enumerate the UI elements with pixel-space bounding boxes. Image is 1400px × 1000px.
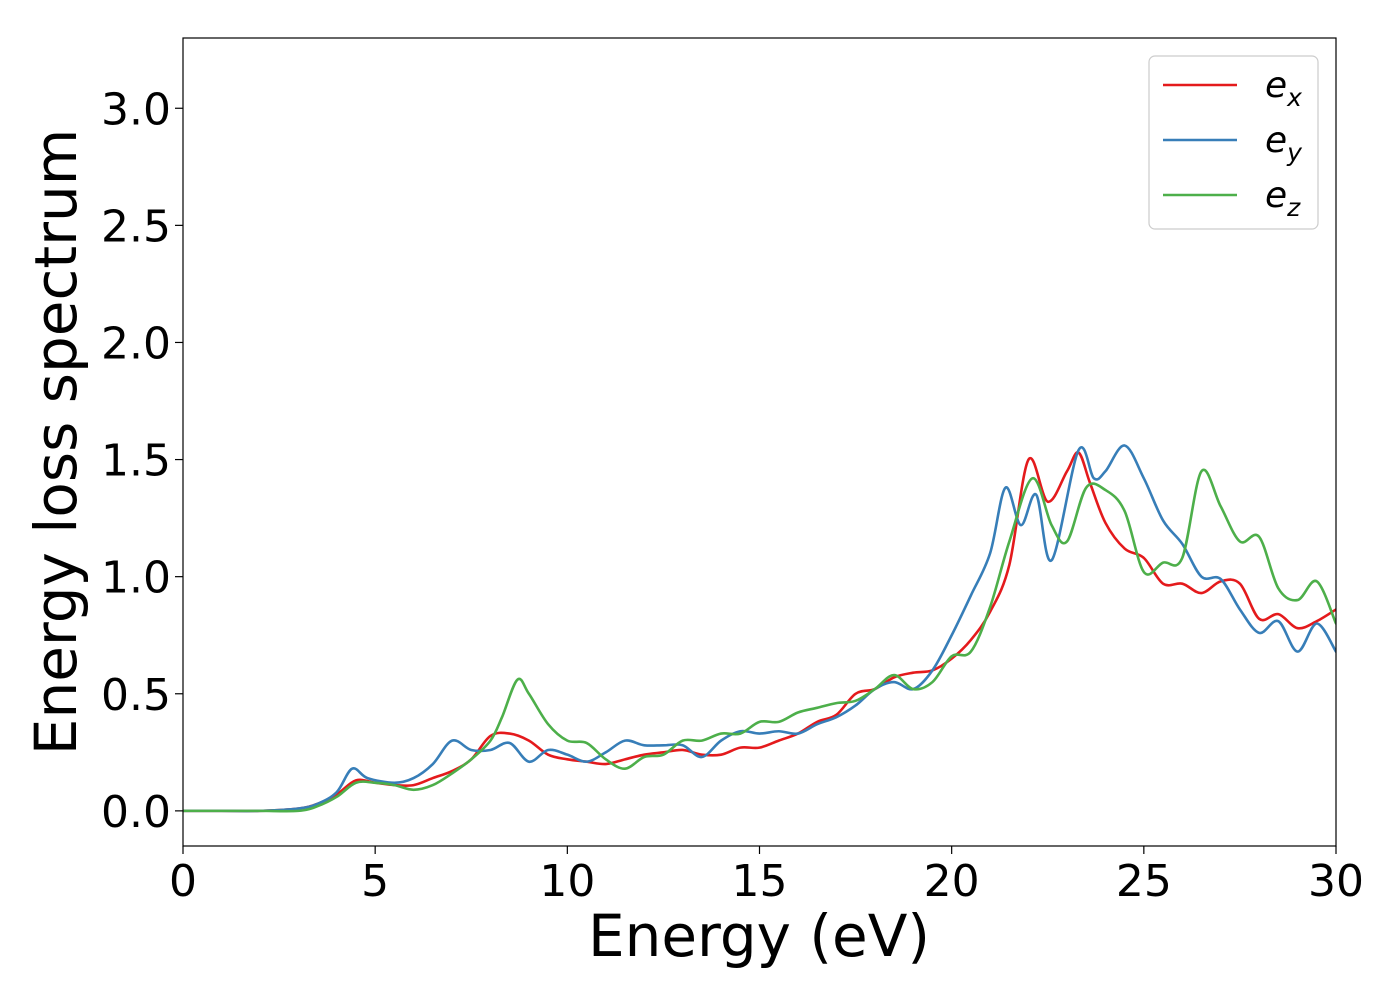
legend-label-x: ex	[1265, 65, 1302, 112]
x-tick-label: 5	[361, 856, 389, 907]
y-tick-label: 1.0	[101, 553, 171, 604]
series-line-y	[183, 444, 1336, 813]
y-tick-label: 0.5	[101, 670, 171, 721]
y-tick-label: 1.5	[101, 436, 171, 487]
legend-label-y: ey	[1265, 120, 1303, 167]
y-tick-label: 3.0	[101, 84, 171, 135]
legend-items: ex ey ez	[1163, 65, 1303, 222]
x-tick-label: 15	[732, 856, 788, 907]
x-axis-title: Energy (eV)	[588, 902, 930, 970]
y-tick-label: 0.0	[101, 787, 171, 838]
legend-box	[1148, 55, 1319, 230]
x-tick-label: 30	[1308, 856, 1364, 907]
x-tick-label: 20	[924, 856, 980, 907]
x-tick-label: 0	[169, 856, 197, 907]
legend: ex ey ez	[1148, 55, 1319, 230]
series-line-z	[183, 468, 1336, 813]
y-axis-title: Energy loss spectrum	[22, 129, 90, 755]
series-layer	[183, 444, 1336, 813]
x-tick-label: 10	[539, 856, 595, 907]
y-tick-label: 2.5	[101, 201, 171, 252]
legend-label-z: ez	[1265, 175, 1301, 222]
ticks-layer: 0 5 10 15 20 25 30 0.0 0.5 1.0 1.5 2.0 2.5 3.0	[101, 84, 1364, 907]
x-tick-label: 25	[1116, 856, 1172, 907]
y-tick-label: 2.0	[101, 318, 171, 369]
